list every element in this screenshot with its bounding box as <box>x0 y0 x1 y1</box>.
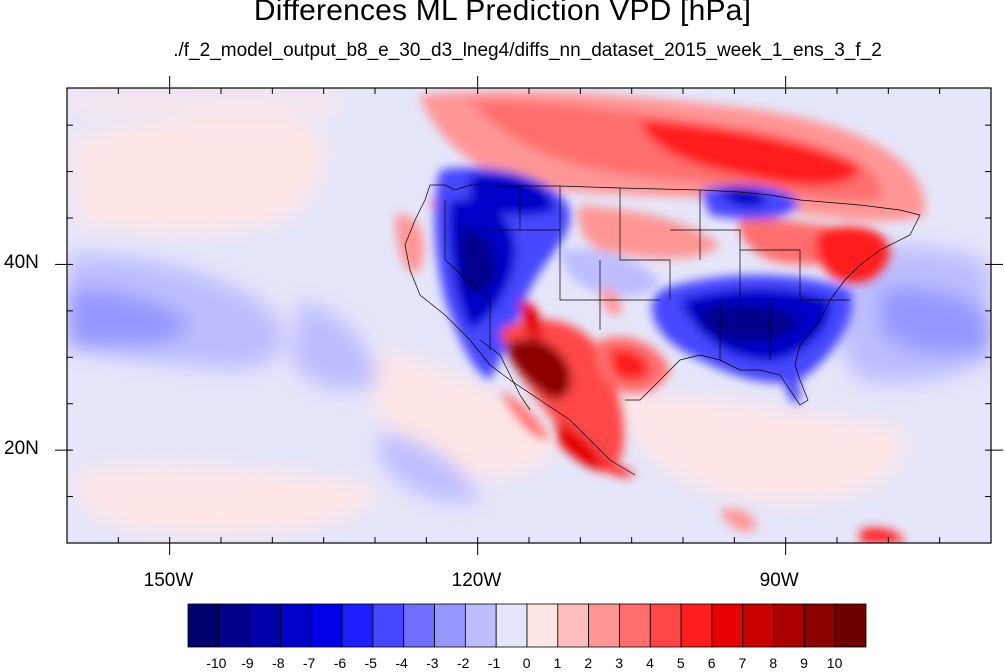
colorbar-label: 3 <box>615 655 624 671</box>
colorbar-swatch <box>249 603 281 648</box>
colorbar-swatch <box>187 603 220 648</box>
colorbar-label: 5 <box>676 655 685 671</box>
colorbar-label: 2 <box>584 655 593 671</box>
colorbar-label: -3 <box>426 655 439 671</box>
colorbar-swatch <box>434 603 466 648</box>
colorbar-label: 7 <box>738 655 747 671</box>
lat-tick-label: 20N <box>4 438 39 460</box>
colorbar-swatch <box>711 603 744 648</box>
colorbar-label: -8 <box>272 655 285 671</box>
lon-tick-label: 90W <box>759 570 799 591</box>
colorbar <box>187 603 867 648</box>
tick-marks <box>55 76 1003 555</box>
colorbar-label: -5 <box>364 655 377 671</box>
colorbar-label: 9 <box>800 655 808 671</box>
colorbar-swatch <box>464 603 497 648</box>
colorbar-label: 0 <box>522 655 531 671</box>
colorbar-swatch <box>773 603 805 648</box>
colorbar-label: 8 <box>769 655 778 671</box>
colorbar-swatch <box>526 603 559 648</box>
colorbar-swatch <box>803 603 836 648</box>
colorbar-swatch <box>341 603 374 648</box>
colorbar-swatch <box>218 603 251 648</box>
colorbar-swatch <box>742 603 774 648</box>
lon-tick-label: 150W <box>143 570 194 591</box>
colorbar-swatch <box>557 603 590 648</box>
colorbar-label: -1 <box>487 655 501 671</box>
colorbar-swatch <box>680 603 713 648</box>
figure-title: Differences ML Prediction VPD [hPa] <box>253 0 752 27</box>
vpd-difference-field <box>67 88 991 543</box>
colorbar-label: -7 <box>302 655 316 671</box>
colorbar-swatch <box>280 603 312 648</box>
colorbar-swatch <box>649 603 682 648</box>
colorbar-label: -10 <box>206 655 227 671</box>
colorbar-swatch <box>310 603 343 648</box>
boundary-lines <box>404 184 921 476</box>
colorbar-label: -2 <box>456 655 470 671</box>
colorbar-label: 6 <box>707 655 716 671</box>
colorbar-swatch <box>403 603 435 648</box>
colorbar-label: 1 <box>553 655 562 671</box>
colorbar-swatch <box>588 603 620 648</box>
colorbar-swatch <box>834 603 867 648</box>
figure-subtitle: ./f_2_model_output_b8_e_30_d3_lneg4/diff… <box>173 40 882 61</box>
colorbar-label: -6 <box>333 655 347 671</box>
lat-tick-label: 40N <box>4 252 39 274</box>
colorbar-label: -9 <box>241 655 254 671</box>
colorbar-label: 10 <box>826 655 843 671</box>
colorbar-label: 4 <box>646 655 654 671</box>
colorbar-label: -4 <box>395 655 408 671</box>
colorbar-swatch <box>619 603 651 648</box>
lon-tick-label: 120W <box>451 570 502 591</box>
colorbar-swatch <box>372 603 405 648</box>
colorbar-swatch <box>495 603 528 648</box>
